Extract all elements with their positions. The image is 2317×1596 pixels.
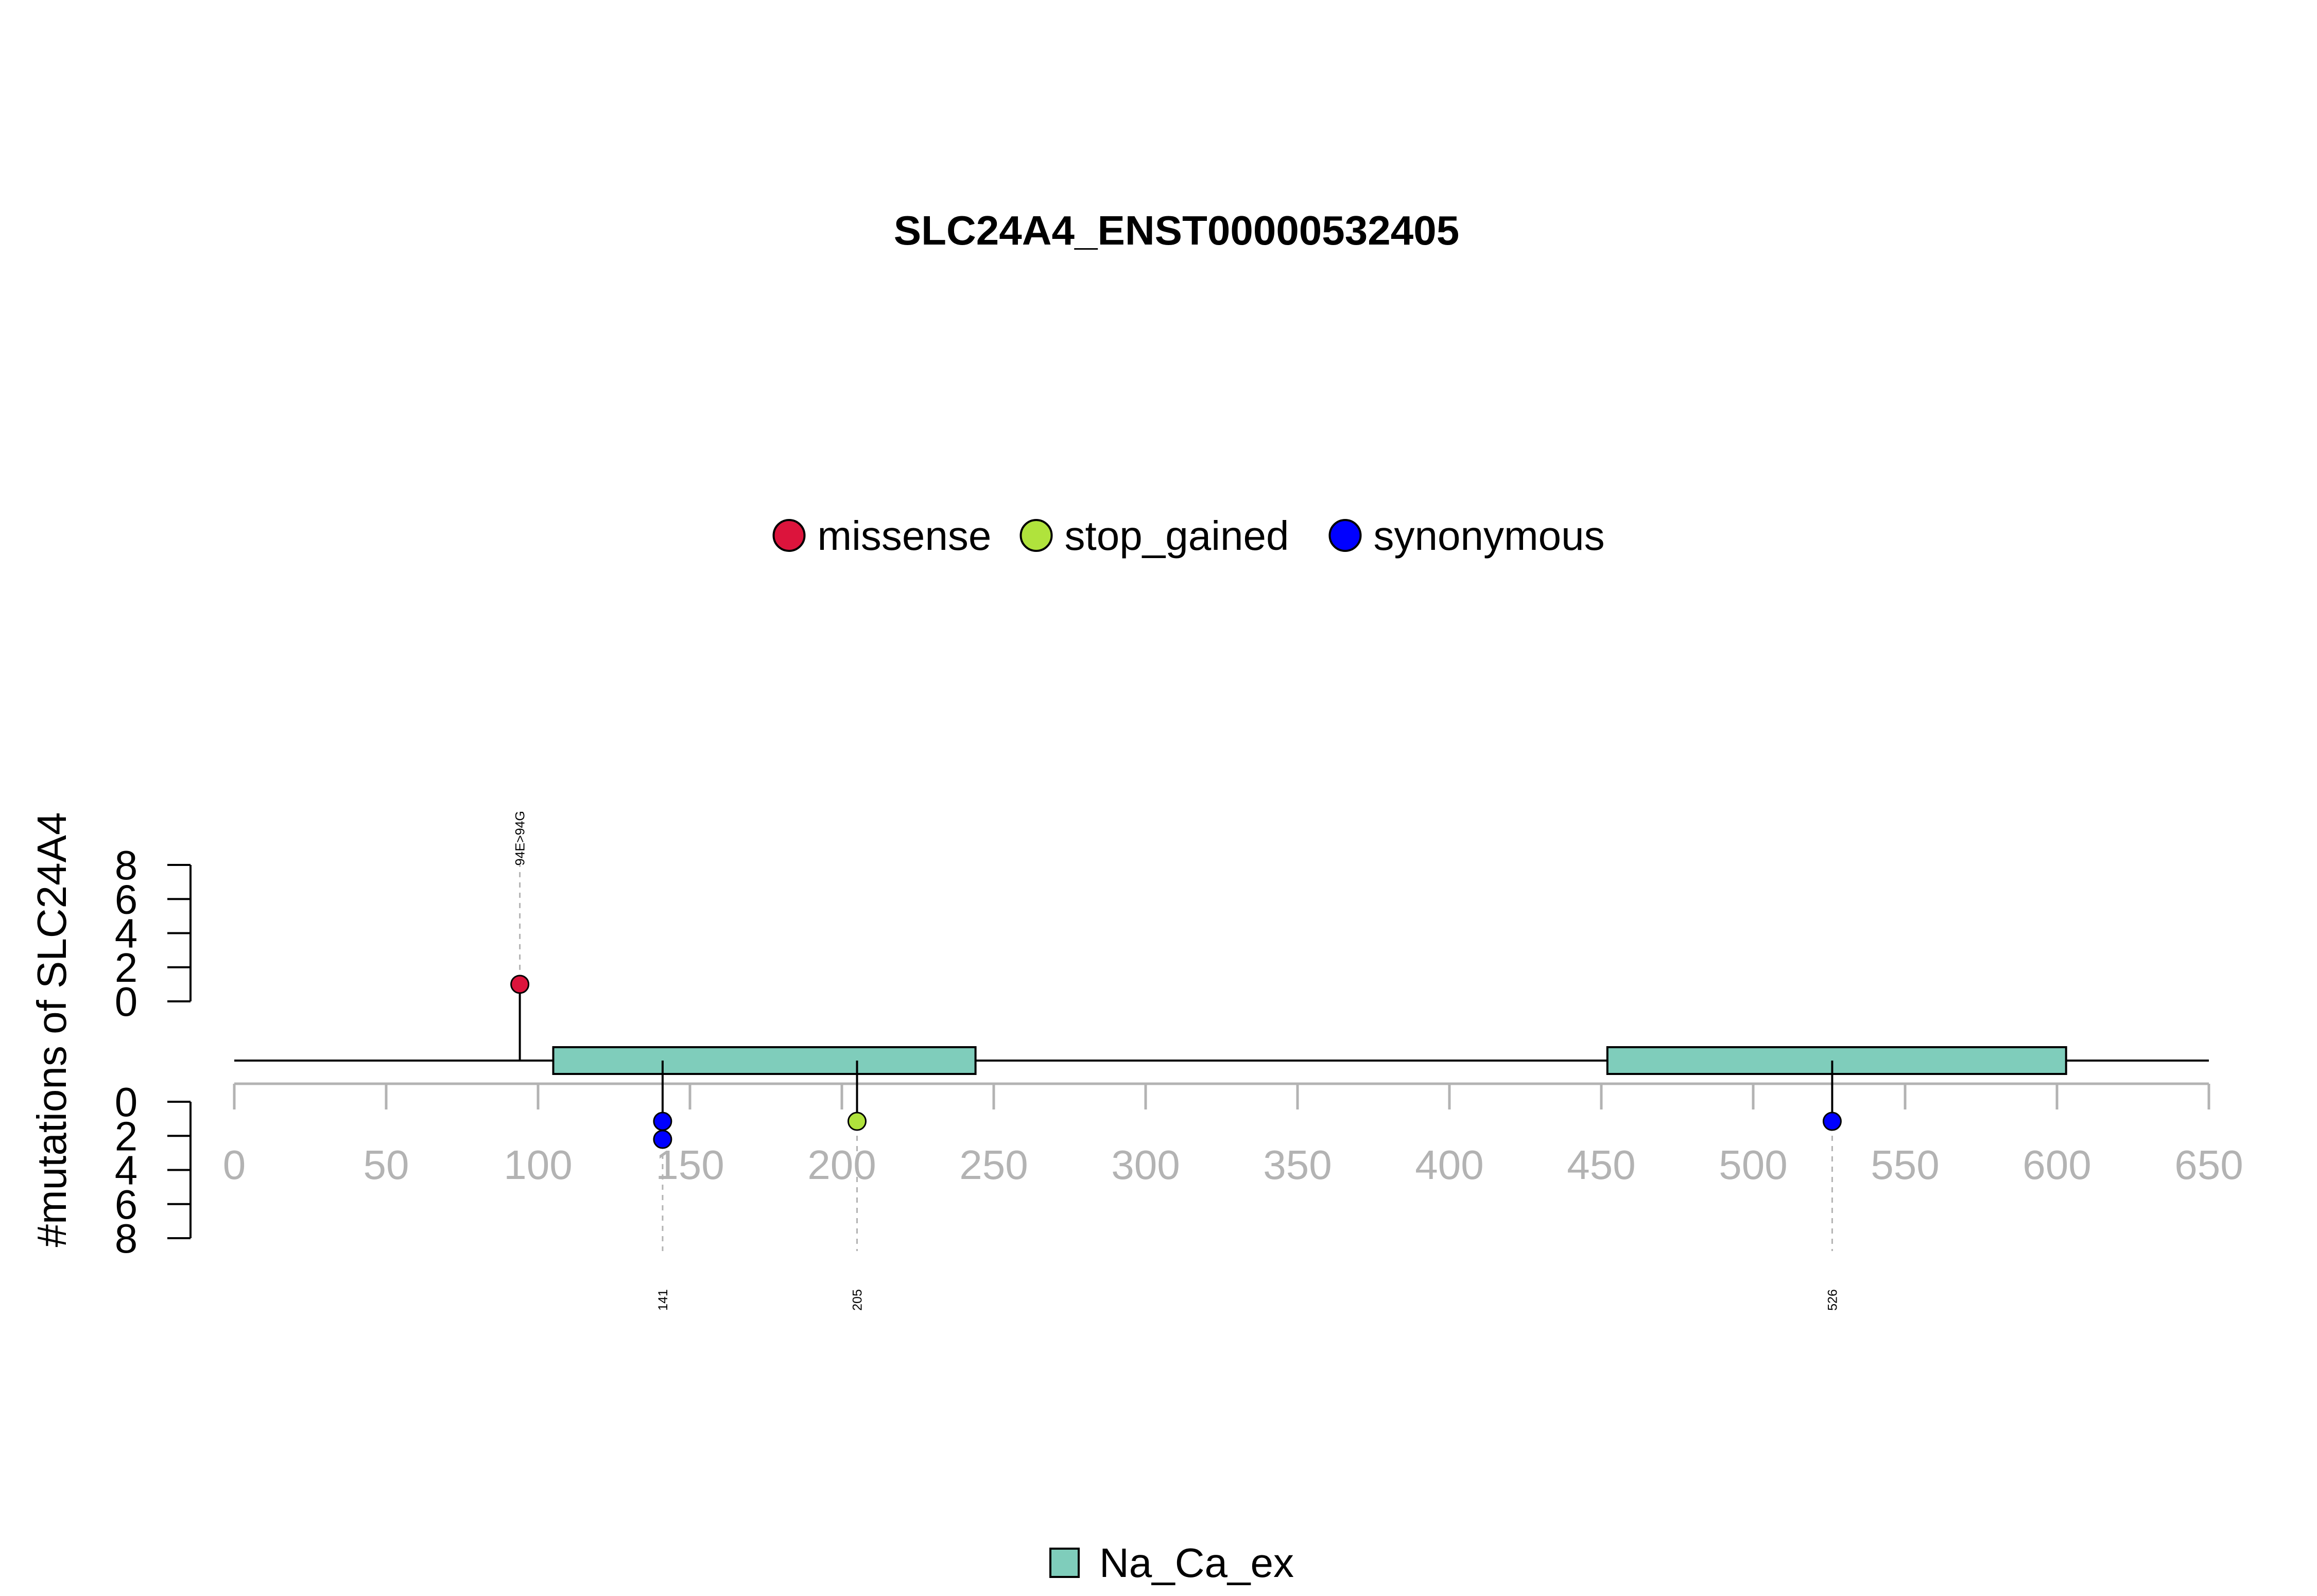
mutation-point-missense xyxy=(510,975,530,994)
mutation-point-synonymous xyxy=(653,1112,672,1131)
mutation-point-synonymous xyxy=(653,1130,672,1149)
legend-marker-stop_gained xyxy=(1019,519,1053,552)
domain-legend: Na_Ca_ex xyxy=(1049,1540,1294,1586)
domains xyxy=(552,1046,2067,1075)
x-tick-label: 0 xyxy=(223,1142,246,1188)
legend: missense stop_gained synonymous xyxy=(772,513,1605,559)
y-tick-label-bottom: 0 xyxy=(115,1079,138,1125)
x-tick-label: 150 xyxy=(655,1142,724,1188)
x-tick-label: 450 xyxy=(1567,1142,1635,1188)
x-tick-label: 350 xyxy=(1263,1142,1332,1188)
y-tick-label-bottom: 2 xyxy=(115,1113,138,1159)
x-tick-label: 100 xyxy=(504,1142,572,1188)
x-tick-label: 650 xyxy=(2174,1142,2243,1188)
domain-Na_Ca_ex xyxy=(552,1046,977,1075)
domain-legend-swatch xyxy=(1049,1548,1080,1578)
y-tick-label-top: 8 xyxy=(115,842,138,888)
y-tick-label-top: 2 xyxy=(115,945,138,991)
mutation-label: 94E>94G xyxy=(513,811,528,865)
x-tick-label: 500 xyxy=(1719,1142,1787,1188)
mutation-label: 526 xyxy=(1825,1289,1840,1311)
mutation-label: 141 xyxy=(656,1289,670,1311)
mutation-point-synonymous xyxy=(1822,1112,1842,1131)
x-tick-label: 300 xyxy=(1111,1142,1180,1188)
x-tick-label: 50 xyxy=(364,1142,409,1188)
domain-Na_Ca_ex xyxy=(1606,1046,2067,1075)
legend-marker-synonymous xyxy=(1328,519,1362,552)
x-tick-label: 550 xyxy=(1871,1142,1939,1188)
y-tick-label-bottom: 8 xyxy=(115,1216,138,1261)
x-tick-label: 200 xyxy=(807,1142,876,1188)
legend-marker-missense xyxy=(772,519,806,552)
y-axis-label: #mutations of SLC24A4 xyxy=(29,812,75,1247)
domain-legend-label: Na_Ca_ex xyxy=(1099,1540,1294,1586)
legend-label-missense: missense xyxy=(818,513,992,559)
y-tick-label-top: 6 xyxy=(115,876,138,922)
legend-label-stop_gained: stop_gained xyxy=(1065,513,1289,559)
y-tick-label-top: 0 xyxy=(115,979,138,1025)
x-tick-label: 400 xyxy=(1415,1142,1483,1188)
x-tick-label: 600 xyxy=(2022,1142,2091,1188)
mutation-label: 205 xyxy=(851,1289,865,1311)
x-tick-label: 250 xyxy=(959,1142,1028,1188)
y-tick-label-top: 4 xyxy=(115,911,138,957)
y-tick-label-bottom: 6 xyxy=(115,1182,138,1227)
chart-title: SLC24A4_ENST00000532405 xyxy=(894,207,1460,253)
mutation-point-stop_gained xyxy=(848,1112,867,1131)
legend-label-synonymous: synonymous xyxy=(1374,513,1605,559)
y-tick-label-bottom: 4 xyxy=(115,1148,138,1193)
x-axis: 0 50 100 150 200 250 300 350 400 450 500 550 600 650 xyxy=(223,1082,2243,1188)
mutations: 94E>94G 141 205 526 xyxy=(510,811,1842,1311)
